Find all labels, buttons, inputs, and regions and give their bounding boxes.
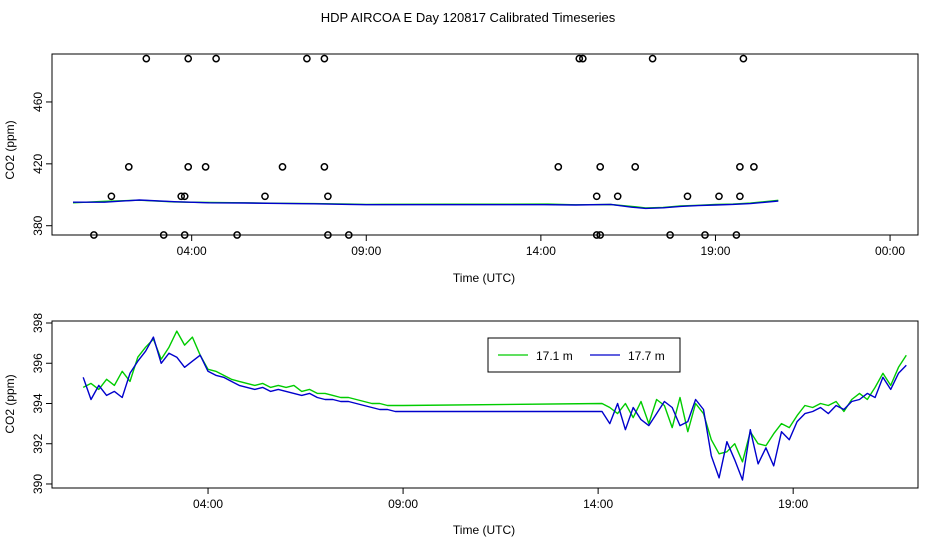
bottom-y-tick-label: 394 [31,393,45,413]
bottom-series-line-blue [82,336,907,481]
top-marker-point [320,54,329,63]
top-y-tick-label: 380 [31,215,45,235]
top-marker-point [324,192,332,201]
top-marker-point [184,54,193,63]
bottom-x-tick-label: 04:00 [193,497,223,511]
top-marker-point [303,54,311,63]
top-y-tick-label: 420 [31,154,45,174]
top-series-line-blue [73,199,779,210]
top-marker-point [683,192,692,201]
top-marker-point [180,231,189,239]
top-marker-point [180,192,189,201]
bottom-x-tick-label: 14:00 [583,497,613,511]
legend-label-17-7m: 17.7 m [628,349,665,363]
top-x-tick-label: 09:00 [351,244,381,258]
figure-title: HDP AIRCOA E Day 120817 Calibrated Times… [321,10,616,25]
bottom-series-layer [82,330,907,481]
top-marker-point [261,192,269,201]
top-x-axis: 04:00 09:00 14:00 19:00 00:00 [177,235,905,258]
bottom-x-tick-label: 09:00 [388,497,418,511]
bottom-y-tick-label: 396 [31,353,45,373]
top-panel: 04:00 09:00 14:00 19:00 00:00 380 420 460 Time… [3,53,919,285]
top-marker-point [324,231,332,239]
top-markers-layer [90,54,758,239]
bottom-y-tick-label: 398 [31,313,45,333]
bottom-y-tick-label: 390 [31,474,45,494]
bottom-y-tick-label: 392 [31,433,45,453]
bottom-x-axis-label: Time (UTC) [453,523,515,537]
top-marker-point [631,163,640,171]
top-marker-point [124,163,133,171]
top-marker-point [578,54,587,63]
top-marker-point [666,231,674,239]
bottom-y-axis: 390 392 394 396 398 [31,313,52,494]
top-marker-point [592,231,601,239]
top-marker-point [159,231,168,239]
top-x-tick-label: 00:00 [875,244,905,258]
top-x-tick-label: 14:00 [526,244,556,258]
top-marker-point [736,163,744,171]
top-marker-point [184,163,193,171]
top-marker-point [344,231,353,239]
bottom-x-tick-label: 19:00 [778,497,808,511]
top-series-layer [72,199,779,210]
top-marker-point [750,163,758,171]
top-marker-point [177,192,186,201]
top-marker-point [233,231,241,239]
top-y-axis: 380 420 460 [31,92,52,236]
bottom-series-line-green [82,330,907,463]
bottom-y-axis-label: CO2 (ppm) [3,374,17,433]
top-marker-point [701,231,709,239]
top-x-tick-label: 19:00 [700,244,730,258]
top-marker-point [90,231,98,239]
top-marker-point [596,231,605,239]
top-plot-frame [51,53,919,236]
top-marker-point [142,54,151,63]
top-marker-point [201,163,210,171]
top-marker-point [212,54,220,63]
top-marker-point [592,192,601,201]
top-marker-point [613,192,622,201]
bottom-plot-frame [51,320,919,489]
legend-label-17-1m: 17.1 m [536,349,573,363]
top-marker-point [278,163,287,171]
bottom-panel: 04:00 09:00 14:00 19:00 390 392 394 396 398 Tim… [3,313,919,537]
top-y-axis-label: CO2 (ppm) [3,120,17,179]
top-marker-point [736,192,744,201]
top-marker-point [648,54,657,63]
top-marker-point [732,231,741,239]
top-marker-point [596,163,605,171]
top-marker-point [320,163,329,171]
top-marker-point [575,54,584,63]
top-marker-point [107,192,116,201]
top-x-tick-label: 04:00 [177,244,207,258]
bottom-x-axis: 04:00 09:00 14:00 19:00 [193,488,809,511]
top-x-axis-label: Time (UTC) [453,271,515,285]
top-y-tick-label: 460 [31,92,45,112]
top-marker-point [715,192,723,201]
top-marker-point [739,54,748,63]
legend: 17.1 m 17.7 m [487,337,681,373]
top-marker-point [554,163,563,171]
